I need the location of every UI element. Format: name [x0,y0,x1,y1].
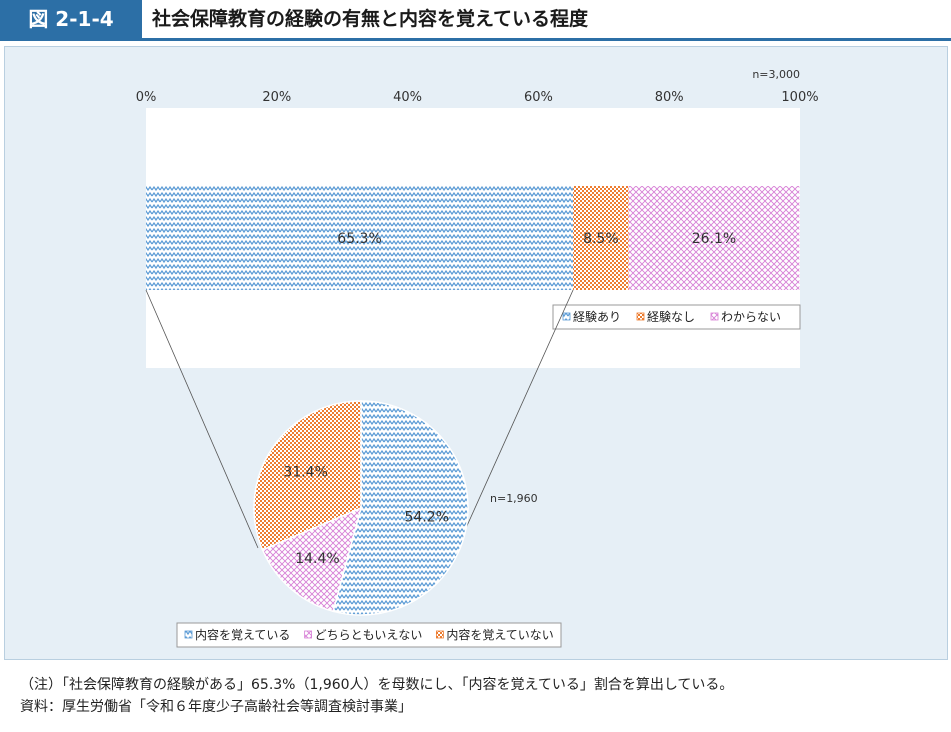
bar-to-pie-connectors [145,289,574,549]
pie-legend-entry: どちらともいえない [315,628,423,642]
legend-marker-icon [562,312,571,321]
bar-sample-size: n=3,000 [752,68,800,81]
connector-left [145,289,259,549]
bar-segment-2 [628,186,800,290]
pie-slice-0 [332,400,469,616]
pie-data-label: 31.4% [283,464,327,480]
x-tick-label: 80% [655,90,684,105]
bar-data-label: 65.3% [337,231,381,247]
bar-data-label: 26.1% [692,231,736,247]
connector-right [465,289,574,529]
x-tick-label: 100% [781,90,818,105]
bar-legend-entry: 経験なし [647,309,695,324]
legend-marker-icon [710,312,719,321]
pie-chart: 54.2% 14.4% 31.4% [253,400,469,616]
legend-marker-icon [184,630,193,639]
x-tick-label: 60% [524,90,553,105]
figure-header: 図 2-1-4 社会保障教育の経験の有無と内容を覚えている程度 [0,0,951,41]
bar-legend-entry: わからない [721,310,781,324]
header-rule [0,38,951,41]
x-tick-label: 0% [136,90,157,105]
pie-slice-1 [261,506,363,613]
stacked-bar: 65.3% 8.5% 26.1% [146,186,800,290]
pie-legend: 内容を覚えている どちらともいえない 内容を覚えていない [176,622,562,648]
bar-segment-1 [573,186,629,290]
pie-legend-box [176,622,562,648]
bar-legend-box [552,304,801,330]
x-tick-label: 20% [262,90,291,105]
bar-segment-0 [146,186,574,290]
source-note: 資料：厚生労働省「令和６年度少子高齢社会等調査検討事業」 [20,699,412,715]
legend-marker-icon [304,630,313,639]
footnote: （注）「社会保障教育の経験がある」65.3%（1,960人）を母数にし、「内容を… [20,677,734,693]
x-axis-ticks: 0% 20% 40% 60% 80% 100% [136,90,819,105]
legend-marker-icon [636,312,645,321]
bar-data-label: 8.5% [583,231,619,247]
figure-title: 社会保障教育の経験の有無と内容を覚えている程度 [152,8,589,30]
legend-marker-icon [435,630,444,639]
pie-data-label: 14.4% [295,551,339,567]
pie-slice-2 [253,400,362,551]
bar-legend: 経験あり 経験なし わからない [552,304,801,330]
pie-sample-size: n=1,960 [490,492,538,505]
pie-data-label: 54.2% [405,510,449,526]
bar-legend-entry: 経験あり [573,309,621,324]
figure-number: 図 2-1-4 [0,0,142,38]
pie-legend-entry: 内容を覚えている [195,627,290,642]
pie-legend-entry: 内容を覚えていない [446,627,553,642]
x-tick-label: 40% [393,90,422,105]
